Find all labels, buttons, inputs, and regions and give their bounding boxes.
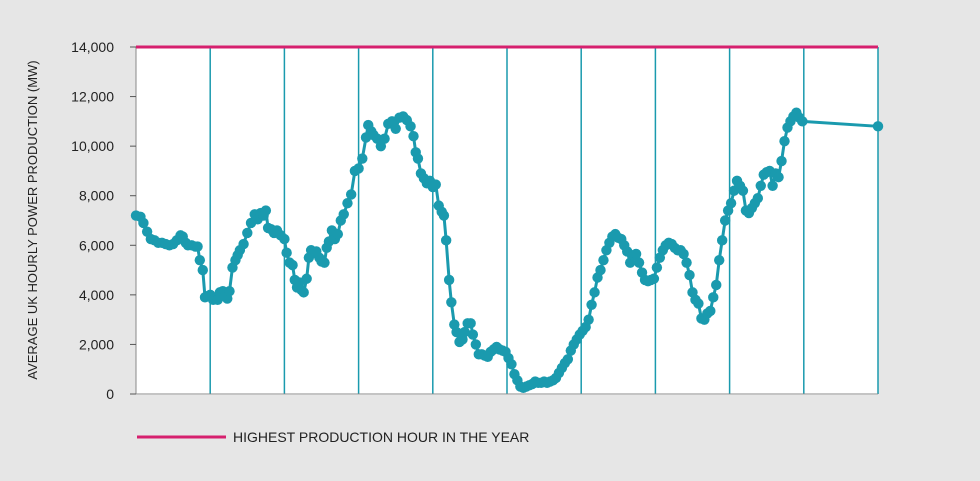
data-point: [589, 287, 600, 298]
legend: HIGHEST PRODUCTION HOUR IN THE YEAR: [137, 429, 529, 445]
data-point: [583, 314, 594, 325]
data-point: [737, 185, 749, 196]
data-point: [430, 179, 441, 190]
data-point: [651, 262, 663, 273]
data-point: [693, 298, 704, 309]
data-point: [595, 264, 606, 276]
data-point: [708, 292, 719, 303]
data-point: [773, 171, 784, 183]
data-point: [648, 273, 660, 284]
data-point: [630, 248, 642, 260]
data-point: [872, 121, 884, 132]
y-tick-label: 14,000: [71, 39, 114, 55]
data-point: [379, 133, 390, 144]
data-point: [767, 180, 778, 191]
data-point: [405, 121, 416, 132]
data-point: [465, 318, 476, 329]
data-point: [338, 209, 349, 220]
data-point: [242, 227, 253, 239]
data-point: [716, 235, 728, 246]
data-point: [287, 259, 298, 271]
y-tick-label: 0: [106, 386, 114, 402]
data-point: [470, 339, 482, 350]
data-point: [357, 153, 368, 164]
data-point: [319, 257, 330, 268]
data-point: [390, 123, 401, 134]
data-point: [279, 233, 290, 245]
data-point: [705, 305, 716, 317]
data-point: [711, 279, 722, 291]
y-tick-label: 4,000: [79, 287, 114, 303]
data-point: [681, 257, 692, 268]
y-tick-label: 6,000: [79, 237, 114, 253]
data-point: [779, 135, 790, 147]
data-point: [438, 210, 450, 221]
data-point: [443, 274, 455, 286]
data-point: [678, 248, 689, 260]
y-tick-label: 8,000: [79, 188, 114, 204]
data-point: [797, 116, 808, 127]
y-tick-label: 12,000: [71, 89, 114, 105]
data-point: [194, 254, 206, 266]
data-point: [197, 264, 208, 276]
data-point: [345, 189, 357, 200]
data-point: [192, 241, 203, 252]
y-tick-label: 2,000: [79, 336, 114, 352]
data-point: [776, 155, 787, 167]
data-point: [332, 228, 344, 240]
data-point: [353, 163, 364, 174]
data-point: [224, 285, 235, 297]
data-point: [586, 299, 597, 310]
data-point: [138, 217, 149, 229]
data-point: [684, 269, 695, 281]
y-tick-label: 10,000: [71, 138, 114, 154]
data-point: [633, 257, 645, 268]
data-point: [719, 215, 731, 226]
data-point: [562, 354, 574, 365]
data-point: [459, 326, 470, 338]
data-point: [238, 238, 249, 250]
legend-label-reference: HIGHEST PRODUCTION HOUR IN THE YEAR: [233, 429, 529, 445]
data-point: [260, 205, 272, 216]
data-point: [301, 273, 312, 284]
data-point: [506, 359, 517, 370]
data-point: [446, 297, 457, 308]
data-point: [281, 247, 292, 258]
data-point: [755, 180, 766, 191]
data-point: [298, 287, 309, 298]
data-point: [752, 192, 763, 204]
data-point: [408, 131, 419, 142]
data-point: [725, 197, 737, 209]
series: [130, 107, 884, 394]
data-point: [440, 235, 452, 246]
data-point: [412, 153, 424, 164]
data-point: [342, 197, 353, 209]
data-point: [467, 329, 479, 340]
data-point: [714, 254, 725, 266]
data-point: [451, 326, 462, 338]
y-axis-label: AVERAGE UK HOURLY POWER PRODUCTION (MW): [25, 60, 40, 379]
data-point: [598, 254, 609, 266]
